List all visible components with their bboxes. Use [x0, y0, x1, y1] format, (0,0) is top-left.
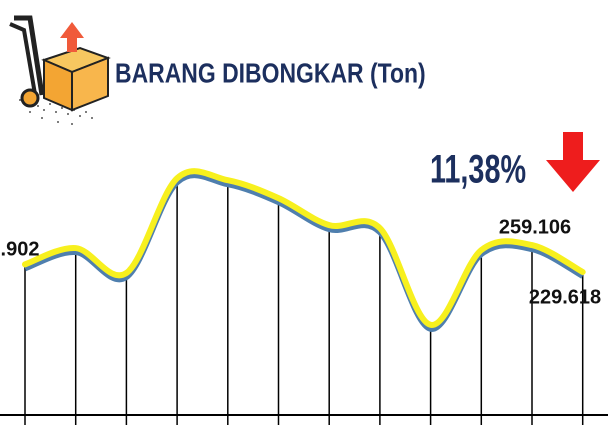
data-label: 259.106 [499, 216, 571, 238]
annotation: 11,38% [430, 147, 526, 192]
chart-title: BARANG DIBONGKAR (Ton) [115, 58, 426, 89]
data-label: 229.618 [529, 286, 601, 308]
icon [9, 15, 111, 125]
line-shadow [23, 172, 585, 332]
data-label: .902 [1, 239, 40, 261]
line [22, 168, 586, 328]
down-arrow [546, 132, 600, 192]
